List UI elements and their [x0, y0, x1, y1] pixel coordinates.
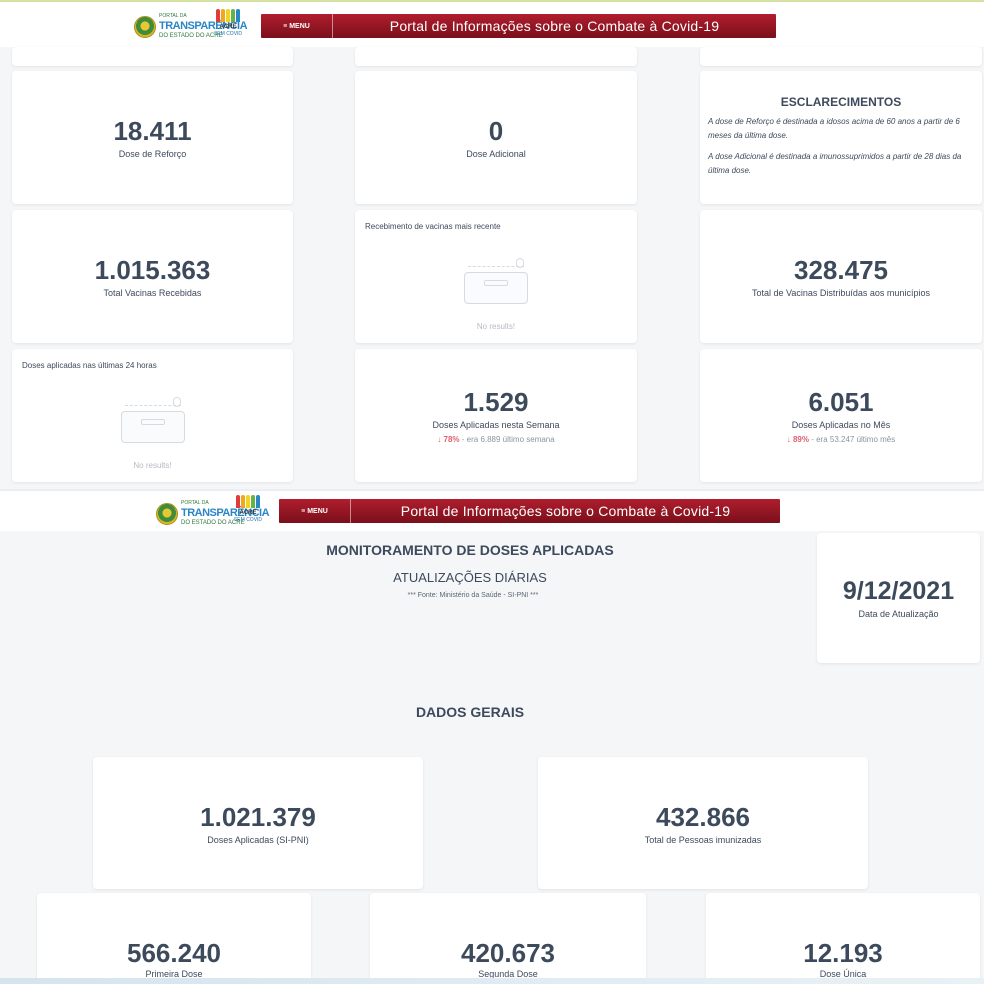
total-recebidas-card: 1.015.363 Total Vacinas Recebidas	[12, 210, 293, 343]
doses-semana-card: 1.529 Doses Aplicadas nesta Semana ↓ 78%…	[355, 349, 637, 482]
top-header: PORTAL DA TRANSPARÊNCIA DO ESTADO DO ACR…	[0, 0, 984, 47]
distribuidas-value: 328.475	[794, 255, 888, 285]
menu-button[interactable]: ≡ MENU	[261, 14, 333, 38]
recebimento-title: Recebimento de vacinas mais recente	[365, 222, 501, 231]
acre-text: ACRE	[239, 510, 257, 516]
dose-reforco-value: 18.411	[113, 116, 192, 146]
fan-icon	[214, 9, 242, 23]
recebimento-empty-text: No results!	[476, 322, 516, 331]
dose-adicional-card: 0 Dose Adicional	[355, 71, 637, 204]
transparencia-logo[interactable]: PORTAL DA TRANSPARÊNCIA DO ESTADO DO ACR…	[134, 12, 248, 41]
doses-aplicadas-value: 1.021.379	[200, 802, 316, 832]
logo-small-text: PORTAL DA	[181, 500, 209, 506]
esclarecimentos-title: ESCLARECIMENTOS	[780, 95, 902, 109]
portal-title: Portal de Informações sobre o Combate à …	[400, 503, 731, 519]
logo-sub-text: DO ESTADO DO ACRE	[181, 520, 245, 526]
esclarecimentos-adicional-text: A dose Adicional é destinada a imunossup…	[708, 152, 962, 175]
pessoas-imunizadas-card: 432.866 Total de Pessoas imunizadas	[538, 757, 868, 889]
menu-button[interactable]: ≡ MENU	[279, 499, 351, 523]
arrow-down-icon: ↓	[786, 435, 791, 444]
dose-unica-value: 12.193	[803, 938, 883, 968]
pessoas-imunizadas-value: 432.866	[656, 802, 750, 832]
segunda-dose-value: 420.673	[461, 938, 555, 968]
doses-mes-value: 6.051	[808, 387, 874, 417]
taskbar-strip	[0, 978, 984, 984]
logo-sub-text: DO ESTADO DO ACRE	[159, 33, 223, 39]
update-date-card: 9/12/2021 Data de Atualização	[817, 533, 980, 663]
source-note: *** Fonte: Ministério da Saúde - SI-PNI …	[407, 592, 539, 599]
doses-mes-pct: 89%	[792, 435, 809, 444]
dose-unica-label: Dose Única	[819, 969, 867, 979]
acre-sem-covid-logo: ACRE SEM COVID	[230, 495, 266, 525]
update-date-value: 9/12/2021	[842, 577, 955, 605]
dose-adicional-label: Dose Adicional	[466, 149, 526, 159]
total-recebidas-label: Total Vacinas Recebidas	[103, 288, 202, 298]
dose-adicional-value: 0	[488, 116, 504, 146]
acre-text-2: SEM COVID	[213, 31, 243, 37]
doses-semana-value: 1.529	[463, 387, 529, 417]
recebimento-recente-card: Recebimento de vacinas mais recente No r…	[355, 210, 637, 343]
doses-semana-trend: ↓ 78% - era 6.889 último semana	[355, 435, 637, 444]
acre-text-2: SEM COVID	[233, 517, 263, 523]
monitoramento-title: MONITORAMENTO DE DOSES APLICADAS	[326, 542, 614, 558]
ultimas-24h-empty-text: No results!	[133, 461, 172, 470]
primeira-dose-value: 566.240	[127, 938, 221, 968]
doses-semana-pct: 78%	[443, 435, 460, 444]
transparencia-logo[interactable]: PORTAL DA TRANSPARÊNCIA DO ESTADO DO ACR…	[156, 499, 270, 528]
state-seal-icon	[134, 15, 156, 38]
segunda-dose-label: Segunda Dose	[478, 969, 538, 979]
primeira-dose-card: 566.240 Primeira Dose	[37, 893, 311, 984]
doses-mes-trend: ↓ 89% - era 53.247 último mês	[700, 435, 982, 444]
doses-aplicadas-card: 1.021.379 Doses Aplicadas (SI-PNI)	[93, 757, 423, 889]
state-seal-icon	[156, 502, 178, 525]
portal-title: Portal de Informações sobre o Combate à …	[389, 18, 720, 34]
doses-mes-prev: - era 53.247 último mês	[811, 435, 896, 444]
arrow-down-icon: ↓	[437, 435, 442, 444]
dados-gerais-title: DADOS GERAIS	[415, 704, 525, 720]
logo-small-text: PORTAL DA	[159, 13, 187, 19]
partial-card-1	[12, 47, 293, 66]
doses-semana-prev: - era 6.889 último semana	[461, 435, 555, 444]
empty-box-icon	[121, 397, 187, 443]
logo-main-text: TRANSPARÊNCIA	[181, 507, 270, 519]
fan-icon	[234, 495, 262, 509]
doses-mes-card: 6.051 Doses Aplicadas no Mês ↓ 89% - era…	[700, 349, 982, 482]
atualizacoes-subtitle: ATUALIZAÇÕES DIÁRIAS	[393, 570, 547, 585]
empty-box-icon	[464, 258, 530, 304]
doses-mes-label: Doses Aplicadas no Mês	[791, 420, 891, 430]
bottom-header: PORTAL DA TRANSPARÊNCIA DO ESTADO DO ACR…	[0, 491, 984, 531]
ultimas-24h-title: Doses aplicadas nas últimas 24 horas	[22, 361, 157, 370]
title-banner: ≡ MENU Portal de Informações sobre o Com…	[261, 14, 776, 38]
esclarecimentos-card: ESCLARECIMENTOS A dose de Reforço é dest…	[700, 71, 982, 204]
title-banner: ≡ MENU Portal de Informações sobre o Com…	[279, 499, 780, 523]
doses-semana-label: Doses Aplicadas nesta Semana	[432, 420, 560, 430]
acre-sem-covid-logo: ACRE SEM COVID	[210, 9, 246, 39]
partial-card-2	[355, 47, 637, 66]
distribuidas-label: Total de Vacinas Distribuídas aos municí…	[752, 288, 930, 298]
esclarecimentos-reforco-text: A dose de Reforço é destinada a idosos a…	[708, 117, 960, 140]
doses-aplicadas-label: Doses Aplicadas (SI-PNI)	[207, 835, 309, 845]
partial-card-3	[700, 47, 982, 66]
distribuidas-card: 328.475 Total de Vacinas Distribuídas ao…	[700, 210, 982, 343]
pessoas-imunizadas-label: Total de Pessoas imunizadas	[644, 835, 762, 845]
dose-reforco-label: Dose de Reforço	[118, 149, 187, 159]
segunda-dose-card: 420.673 Segunda Dose	[370, 893, 646, 984]
screenshot-divider	[0, 489, 984, 492]
logo-main-text: TRANSPARÊNCIA	[159, 20, 248, 32]
total-recebidas-value: 1.015.363	[94, 255, 211, 285]
ultimas-24h-card: Doses aplicadas nas últimas 24 horas No …	[12, 349, 293, 482]
dose-reforco-card: 18.411 Dose de Reforço	[12, 71, 293, 204]
dose-unica-card: 12.193 Dose Única	[706, 893, 980, 984]
acre-text: ACRE	[219, 24, 237, 30]
update-date-label: Data de Atualização	[858, 609, 939, 619]
primeira-dose-label: Primeira Dose	[145, 969, 203, 979]
